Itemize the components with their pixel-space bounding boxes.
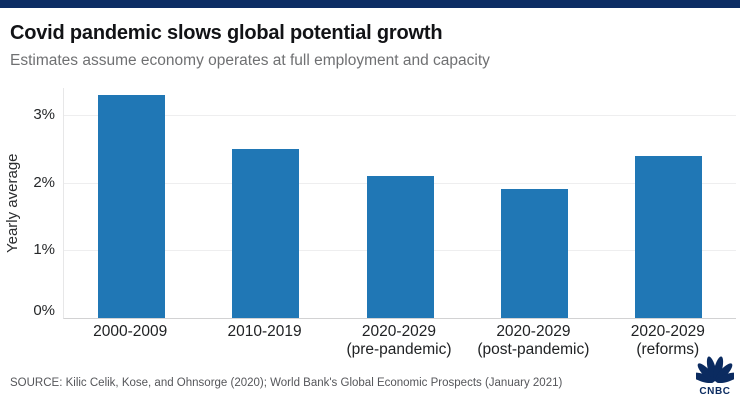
x-axis-label: 2020-2029 (pre-pandemic): [346, 323, 452, 358]
bar-2020-2029 (post-pandemic)[interactable]: [500, 189, 568, 318]
plot-area: [63, 88, 736, 319]
bar-2010-2019[interactable]: [232, 148, 300, 318]
gridline: [64, 115, 736, 117]
source-note: SOURCE: Kilic Celik, Kose, and Ohnsorge …: [10, 377, 563, 389]
x-axis-label: 2020-2029 (reforms): [630, 323, 705, 358]
y-axis-ticks: 0% 1% 2% 3%: [0, 88, 55, 319]
cnbc-logo[interactable]: CNBC: [691, 356, 739, 398]
y-tick-label: 1%: [33, 241, 55, 259]
chart-title: Covid pandemic slows global potential gr…: [10, 22, 443, 44]
x-axis-label: 2000-2009: [93, 323, 168, 340]
cnbc-logo-text: CNBC: [699, 386, 731, 397]
y-tick-label: 0%: [33, 302, 55, 319]
bar-2000-2009[interactable]: [97, 94, 165, 318]
cnbc-peacock-icon: [691, 356, 739, 387]
x-axis-labels: 2000-2009 2010-2019 2020-2029 (pre-pandemic…: [63, 323, 735, 363]
brand-accent-bar: [0, 0, 740, 8]
x-axis-label: 2010-2019: [227, 323, 302, 340]
chart-subtitle: Estimates assume economy operates at ful…: [10, 52, 490, 69]
bar-2020-2029 (reforms)[interactable]: [635, 155, 703, 318]
y-tick-label: 3%: [33, 106, 55, 124]
bar-2020-2029 (pre-pandemic)[interactable]: [366, 175, 434, 318]
x-axis-label: 2020-2029 (post-pandemic): [477, 323, 590, 358]
y-tick-label: 2%: [33, 173, 55, 191]
